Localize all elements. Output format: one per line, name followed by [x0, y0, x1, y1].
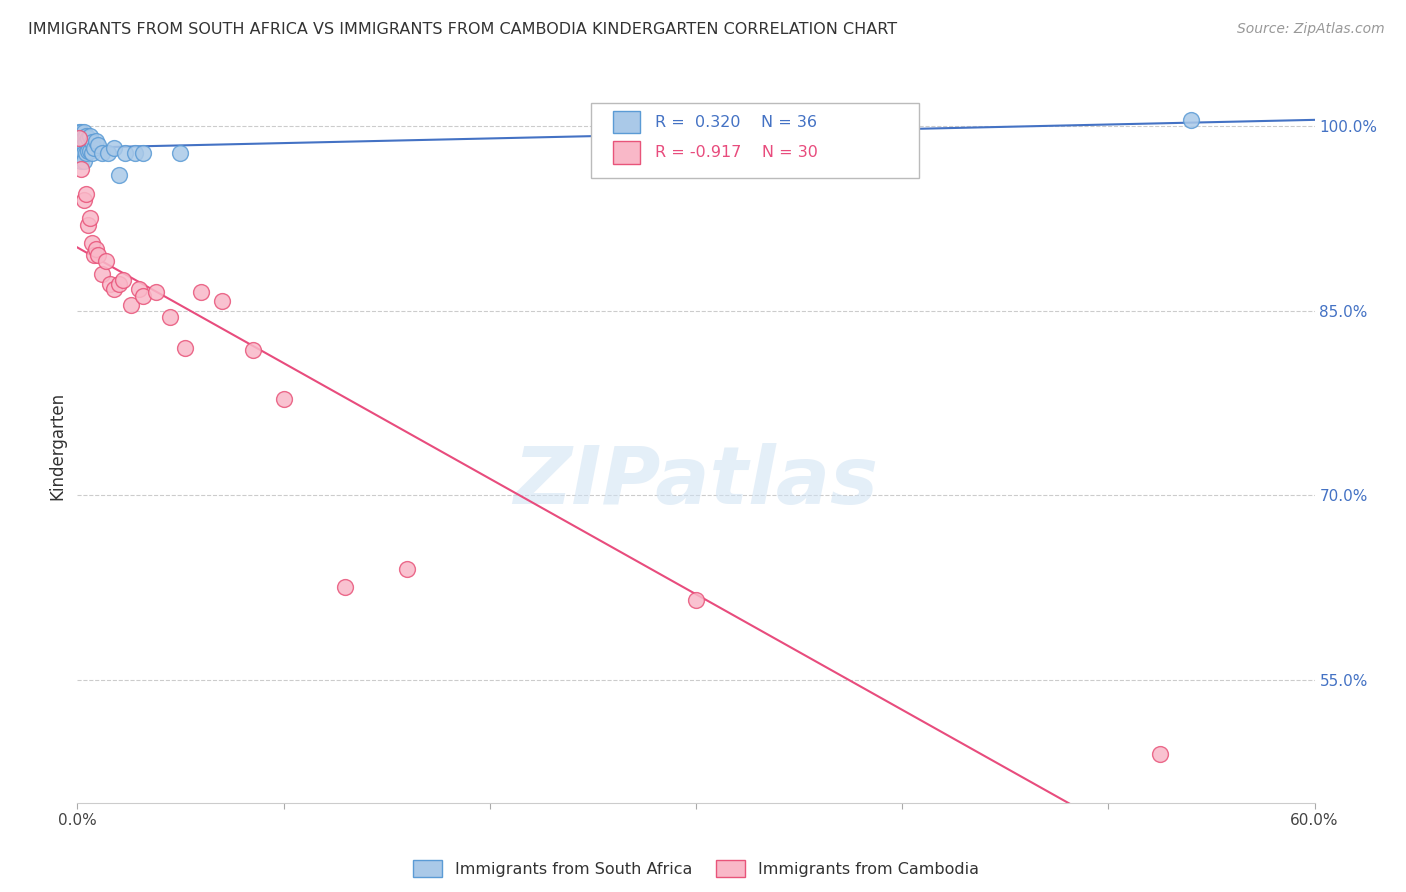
Point: [79, 144, 101, 158]
Point: [84, 134, 107, 148]
Text: ZIPatlas: ZIPatlas: [513, 442, 879, 521]
Point: [79, 128, 101, 143]
Point: [76, 131, 98, 145]
Point: [70, 137, 93, 152]
Point: [84, 242, 107, 256]
Point: [72, 193, 94, 207]
Point: [67, 150, 90, 164]
Point: [72, 137, 94, 152]
Point: [83, 248, 105, 262]
Point: [91, 146, 114, 161]
Point: [111, 273, 134, 287]
Point: [76, 218, 98, 232]
Point: [80, 235, 103, 250]
Point: [124, 146, 146, 161]
Point: [67, 131, 90, 145]
Point: [1180, 112, 1202, 127]
Point: [67, 131, 90, 145]
Point: [87, 137, 110, 152]
Y-axis label: Kindergarten: Kindergarten: [48, 392, 66, 500]
Point: [103, 281, 125, 295]
Point: [97, 146, 120, 161]
Text: Source: ZipAtlas.com: Source: ZipAtlas.com: [1237, 22, 1385, 37]
Point: [114, 146, 136, 161]
Point: [335, 581, 357, 595]
Point: [67, 144, 90, 158]
Point: [70, 131, 93, 145]
Point: [273, 392, 295, 407]
Point: [1149, 747, 1171, 761]
Point: [67, 125, 90, 139]
Point: [98, 277, 121, 291]
Point: [211, 293, 233, 308]
Point: [83, 141, 105, 155]
Point: [80, 146, 103, 161]
Point: [70, 125, 93, 139]
Point: [159, 310, 181, 324]
Point: [72, 146, 94, 161]
Point: [128, 281, 150, 295]
Point: [96, 254, 118, 268]
Legend: Immigrants from South Africa, Immigrants from Cambodia: Immigrants from South Africa, Immigrants…: [413, 860, 979, 877]
Point: [396, 562, 419, 576]
Point: [132, 146, 155, 161]
Point: [79, 211, 101, 226]
Point: [70, 153, 93, 168]
Point: [75, 186, 97, 201]
Point: [87, 248, 110, 262]
Text: R =  0.320    N = 36: R = 0.320 N = 36: [655, 114, 817, 129]
Point: [107, 169, 129, 183]
Point: [75, 146, 97, 161]
Point: [107, 277, 129, 291]
Point: [242, 343, 264, 357]
FancyBboxPatch shape: [613, 141, 640, 164]
Point: [132, 289, 155, 303]
Point: [120, 297, 142, 311]
Point: [76, 144, 98, 158]
Point: [169, 146, 191, 161]
Point: [91, 267, 114, 281]
Point: [70, 146, 93, 161]
Point: [80, 135, 103, 149]
Point: [190, 285, 212, 300]
Point: [75, 128, 97, 143]
Point: [72, 125, 94, 139]
Point: [145, 285, 167, 300]
Point: [685, 592, 707, 607]
Point: [75, 135, 97, 149]
Point: [72, 131, 94, 145]
Point: [67, 137, 90, 152]
Point: [70, 162, 93, 177]
Point: [173, 341, 195, 355]
Point: [72, 153, 94, 168]
Text: IMMIGRANTS FROM SOUTH AFRICA VS IMMIGRANTS FROM CAMBODIA KINDERGARTEN CORRELATIO: IMMIGRANTS FROM SOUTH AFRICA VS IMMIGRAN…: [28, 22, 897, 37]
FancyBboxPatch shape: [613, 111, 640, 134]
FancyBboxPatch shape: [591, 103, 918, 178]
Text: R = -0.917    N = 30: R = -0.917 N = 30: [655, 145, 818, 161]
Point: [103, 141, 125, 155]
